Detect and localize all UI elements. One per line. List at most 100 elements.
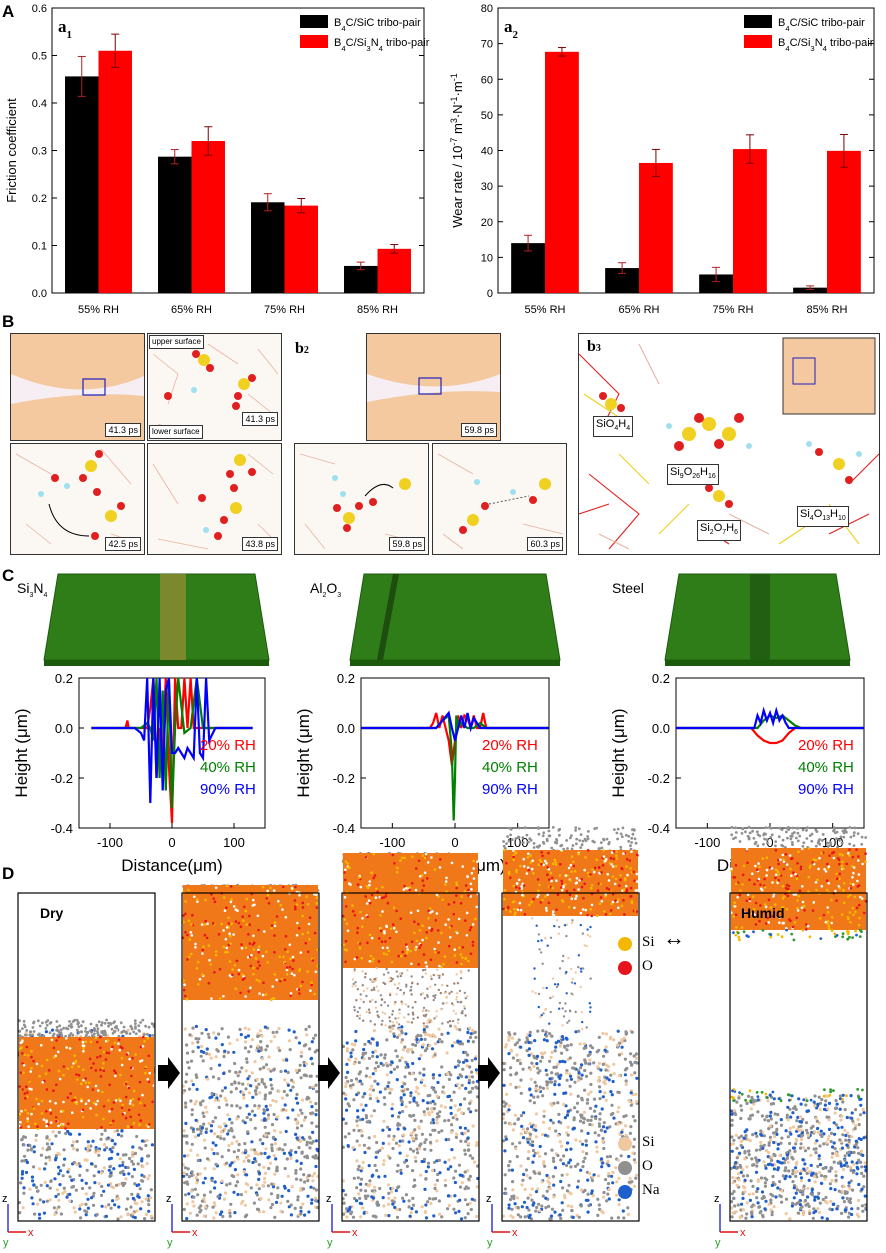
- atom: [570, 834, 573, 837]
- atom: [127, 1156, 132, 1161]
- atom: [627, 1154, 631, 1159]
- atom: [529, 1193, 533, 1197]
- atom: [397, 1115, 401, 1119]
- atom: [110, 1139, 115, 1143]
- atom: [361, 917, 364, 920]
- atom: [41, 1146, 45, 1150]
- atom: [247, 1074, 251, 1078]
- atom: [405, 1154, 409, 1158]
- atom: [435, 1121, 439, 1125]
- atom: [553, 1083, 557, 1087]
- atom: [574, 1010, 577, 1014]
- atom: [589, 908, 593, 911]
- atom: [396, 1163, 400, 1167]
- atom: [73, 1098, 76, 1102]
- atom: [452, 1009, 455, 1013]
- atom: [262, 1165, 266, 1169]
- atom: [509, 1073, 513, 1077]
- atom: [447, 1137, 451, 1142]
- atom: [191, 1050, 195, 1054]
- atom: [233, 964, 237, 967]
- atom: [30, 1179, 35, 1183]
- atom: [22, 1135, 26, 1139]
- atom: [582, 896, 585, 900]
- atom: [266, 889, 270, 893]
- atom: [210, 997, 213, 1000]
- atom: [354, 1057, 358, 1061]
- atom: [604, 893, 608, 896]
- atom: [312, 1171, 317, 1176]
- atom: [423, 871, 427, 874]
- atom: [420, 1078, 424, 1082]
- atom: [261, 1184, 265, 1188]
- atom: [186, 1167, 190, 1171]
- atom: [188, 1087, 192, 1091]
- atom: [597, 1061, 602, 1065]
- atom: [73, 1054, 76, 1057]
- atom: [140, 1139, 144, 1143]
- atom: [190, 1189, 194, 1193]
- atom: [395, 993, 398, 996]
- atom: [299, 984, 303, 988]
- bond-network: [299, 453, 426, 550]
- atom: [513, 900, 516, 903]
- atom: [66, 1096, 70, 1099]
- atom: [403, 1045, 407, 1049]
- atom: [575, 1213, 579, 1218]
- atom: [586, 1118, 590, 1122]
- atom: [567, 905, 571, 909]
- atom: [127, 1108, 131, 1112]
- atom: [632, 1137, 637, 1141]
- atom: [541, 1086, 546, 1090]
- atom: [554, 1045, 558, 1049]
- atom: [533, 1039, 537, 1043]
- atom: [542, 831, 546, 835]
- atom: [509, 1048, 513, 1052]
- atom: [83, 1158, 87, 1162]
- atom: [96, 1056, 99, 1059]
- profile-line: [676, 726, 864, 745]
- atom: [475, 1086, 479, 1090]
- atom: [616, 1029, 620, 1033]
- atom: [346, 1102, 350, 1106]
- atom: [299, 951, 303, 954]
- atom: [64, 1127, 67, 1130]
- atom: [501, 1214, 506, 1218]
- atom: [550, 1207, 555, 1211]
- atom: [206, 1032, 210, 1036]
- atom: [551, 862, 555, 865]
- atom: [269, 1083, 273, 1087]
- atom: [90, 1196, 94, 1200]
- atom: [189, 1126, 193, 1130]
- atom: [300, 1098, 305, 1102]
- atom: [529, 861, 532, 864]
- atom: [588, 1106, 593, 1110]
- atom: [63, 1190, 67, 1194]
- atom: [545, 862, 548, 865]
- atom: [244, 1190, 248, 1194]
- atom: [199, 1049, 204, 1053]
- atom: [212, 897, 216, 900]
- atom: [602, 1121, 606, 1125]
- atom: [119, 1045, 122, 1049]
- atom: [279, 904, 283, 907]
- atom: [182, 979, 185, 982]
- atom: [395, 1054, 399, 1058]
- x-tick-label: 55% RH: [78, 304, 119, 316]
- atom: [356, 988, 360, 991]
- atom: [20, 1040, 24, 1044]
- atom: [19, 1071, 23, 1074]
- atom: [84, 1040, 88, 1043]
- atom: [21, 1206, 25, 1210]
- atom: [589, 1090, 593, 1094]
- atom: [244, 1148, 248, 1152]
- atom: [559, 862, 562, 866]
- atom: [558, 1140, 562, 1144]
- atom: [437, 895, 440, 898]
- atom: [253, 1126, 257, 1130]
- atom: [228, 1211, 232, 1215]
- atom: [564, 1091, 568, 1095]
- atom: [540, 1052, 545, 1056]
- atom: [630, 850, 633, 853]
- atom: [242, 1159, 246, 1163]
